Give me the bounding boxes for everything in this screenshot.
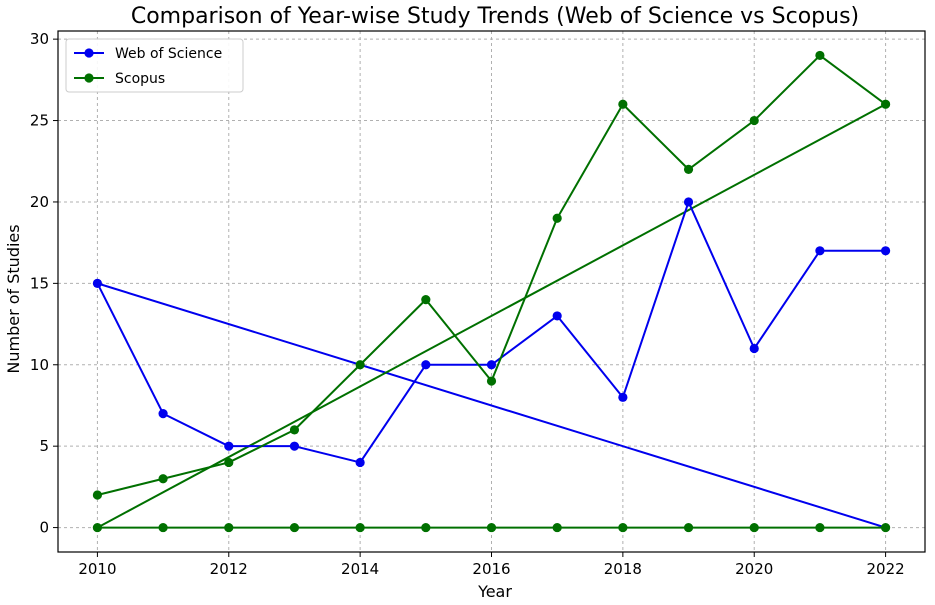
scopus-series-point	[749, 115, 759, 126]
web-of-science-series-point	[224, 441, 234, 451]
scopus-series-point	[880, 99, 891, 109]
chart-title: Comparison of Year-wise Study Trends (We…	[131, 4, 859, 29]
reference-series-3-point	[815, 522, 825, 533]
scopus-series-point	[552, 213, 562, 223]
web-of-science-series-point	[749, 343, 759, 354]
reference-series-3-point	[683, 522, 694, 533]
scopus-series-point	[224, 457, 234, 468]
reference-series-3-point	[92, 522, 103, 533]
scopus-series-point	[92, 490, 103, 500]
reference-series-3-point	[552, 522, 562, 533]
grid-lines	[58, 31, 925, 552]
y-tick-label: 30	[30, 30, 49, 48]
scopus-series-point	[158, 474, 168, 484]
x-tick-label: 2010	[78, 560, 116, 578]
x-tick-label: 2016	[472, 560, 510, 578]
scopus-series-point	[618, 99, 628, 109]
scopus-series-point	[683, 164, 694, 174]
web-of-science-series-point	[880, 246, 891, 256]
web-of-science-series-point	[486, 360, 497, 370]
reference-series-3-point	[158, 522, 168, 533]
x-tick-label: 2014	[341, 560, 379, 578]
reference-series-3-point	[289, 522, 300, 533]
reference-series-3-point	[421, 522, 431, 533]
scopus-series-point	[289, 425, 300, 435]
x-tick-label: 2012	[210, 560, 248, 578]
y-tick-label: 10	[30, 356, 49, 374]
y-tick-label: 15	[30, 274, 49, 292]
scopus-series-point	[815, 50, 825, 61]
scopus-series-point	[486, 376, 497, 386]
reference-series-3-point	[618, 522, 628, 533]
reference-series-3-point	[749, 522, 759, 533]
legend-marker-scopus	[84, 73, 94, 83]
web-of-science-series-point	[289, 441, 300, 451]
x-tick-label: 2020	[735, 560, 773, 578]
web-of-science-series-point	[618, 392, 628, 402]
legend-label-web-of-science: Web of Science	[115, 46, 222, 62]
web-of-science-series-point	[421, 360, 431, 370]
x-axis-label: Year	[477, 582, 512, 601]
legend-marker-web-of-science	[84, 48, 94, 58]
web-of-science-series-point	[92, 278, 103, 288]
y-axis-label: Number of Studies	[4, 224, 23, 373]
web-of-science-series-point	[355, 457, 365, 468]
web-of-science-series-point	[815, 246, 825, 256]
legend: Web of Science Scopus	[65, 38, 244, 93]
x-tick-label: 2018	[604, 560, 642, 578]
x-tick-label: 2022	[866, 560, 904, 578]
y-tick-label: 20	[30, 193, 49, 211]
reference-series-3-point	[224, 522, 234, 533]
y-tick-label: 25	[30, 112, 49, 130]
scopus-series-point	[355, 360, 365, 370]
reference-series-3-point	[880, 522, 891, 533]
web-of-science-series-point	[683, 197, 694, 207]
reference-series-1-line	[97, 282, 886, 529]
reference-series-2-line	[96, 103, 887, 529]
web-of-science-series-point	[158, 409, 168, 419]
legend-box	[65, 38, 244, 93]
reference-series-3-point	[355, 522, 365, 533]
reference-series-3-point	[486, 522, 497, 533]
y-tick-label: 0	[39, 519, 49, 537]
y-tick-label: 5	[39, 437, 49, 455]
axes: 2010 2012 2014 2016 2018 2020 2022 0 5 10 15 20 25 30	[30, 30, 926, 578]
scopus-series-point	[421, 295, 431, 305]
web-of-science-series-point	[552, 311, 562, 321]
series-group	[92, 50, 891, 533]
legend-label-scopus: Scopus	[115, 71, 165, 87]
